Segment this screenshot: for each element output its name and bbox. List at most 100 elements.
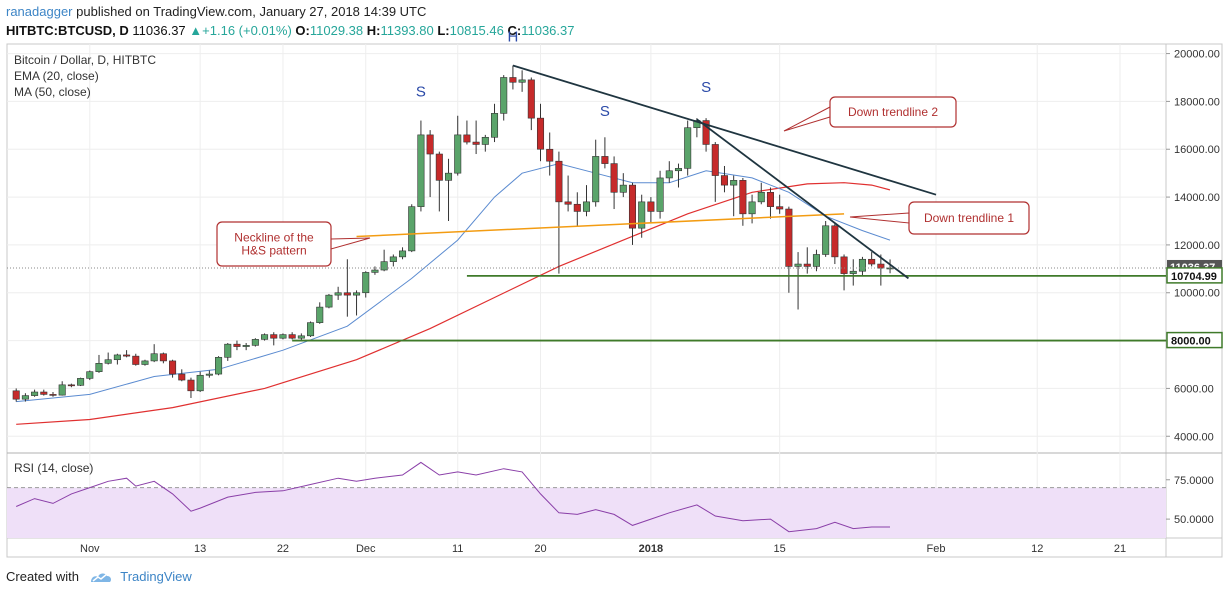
candle-body [408,206,416,252]
candle-body [454,134,462,174]
high-value: 11393.80 [380,23,434,38]
candle-body [224,343,232,358]
candle-body [334,292,342,296]
candle [132,353,140,366]
candle-body [490,113,499,138]
symbol-label: HITBTC:BTCUSD, D [6,23,129,38]
candle [224,342,232,361]
x-tick-label: 15 [774,543,786,555]
candle [187,377,195,398]
candle [113,353,121,365]
candle [472,120,480,155]
candle [242,342,250,351]
candle-body [371,269,379,273]
y-tick-label: 16000.00 [1174,144,1220,156]
annotation-text: Down trendline 1 [924,211,1014,225]
author-link[interactable]: ranadagger [6,4,73,19]
candle [582,185,591,217]
candle [316,302,324,324]
candle [408,204,416,253]
annotation-box [829,96,957,128]
footer: Created with TradingView [6,569,192,584]
annotation-text: Neckline of the [234,231,314,245]
candle-body [472,141,480,145]
candle [49,392,57,397]
candle-body [159,353,167,362]
candle [785,206,793,293]
candle [481,134,489,152]
candle [196,371,204,393]
legend-ma: MA (50, close) [14,85,91,99]
candle-body [77,378,85,386]
candle [720,165,728,193]
open-value: 11029.38 [309,23,364,38]
candle [546,132,554,176]
candle [573,192,581,226]
x-tick-label: Nov [80,543,100,555]
candle [619,173,627,198]
chart-frame [6,43,1223,558]
candle-body [546,148,554,162]
candle [463,120,471,145]
candle [21,393,29,402]
candle-body [858,258,866,272]
candle [178,369,186,382]
candle-body [481,136,489,145]
x-tick-label: 12 [1031,543,1043,555]
candle [445,158,453,221]
candle-body [812,254,820,267]
candle [95,354,103,373]
candle-body [362,272,370,294]
candle [389,254,397,267]
candle-body [693,120,701,129]
candle [711,142,719,202]
candle-body [785,208,793,267]
pattern-label: S [600,103,610,120]
candle-body [509,77,517,83]
rsi-line [16,461,890,533]
candle-body [647,201,655,212]
candle [803,247,811,274]
candle [564,175,572,212]
published-text: published on TradingView.com, January 27… [76,4,427,19]
x-tick-label: 22 [277,543,289,555]
ema20-line [16,163,891,403]
candle [426,130,434,198]
candle [215,356,223,376]
candle [601,137,609,169]
candle [610,156,618,210]
candle [638,194,646,238]
close-label: C: [507,23,522,38]
candle [58,381,66,396]
candle-body [95,363,103,372]
candle [159,352,167,364]
candle [362,271,370,298]
candle-body [389,256,397,262]
tradingview-logo-icon [90,573,111,582]
candle-body [123,354,131,357]
candle [536,103,545,162]
y-tick-label: 18000.00 [1174,96,1220,108]
support-label: 8000.00 [1171,336,1211,348]
candle [509,65,517,90]
candle-body [49,394,57,396]
tradingview-link[interactable]: TradingView [120,569,192,584]
candle-body [739,180,747,215]
candle-body [711,144,719,176]
candle-body [196,374,204,392]
candle-body [205,373,213,376]
change-value: +1.16 (+0.01%) [202,23,292,38]
candle [150,344,158,363]
candle-body [582,201,591,212]
candle [380,249,388,272]
candle [205,370,213,378]
x-tick-label: Dec [356,543,376,555]
support-label-box [1166,331,1223,349]
annotation-pointer [330,237,371,250]
candle-body [215,357,223,375]
candle [31,389,39,397]
support-label: 10704.99 [1171,271,1217,283]
candle-body [849,270,857,274]
support-label-box [1166,267,1223,284]
